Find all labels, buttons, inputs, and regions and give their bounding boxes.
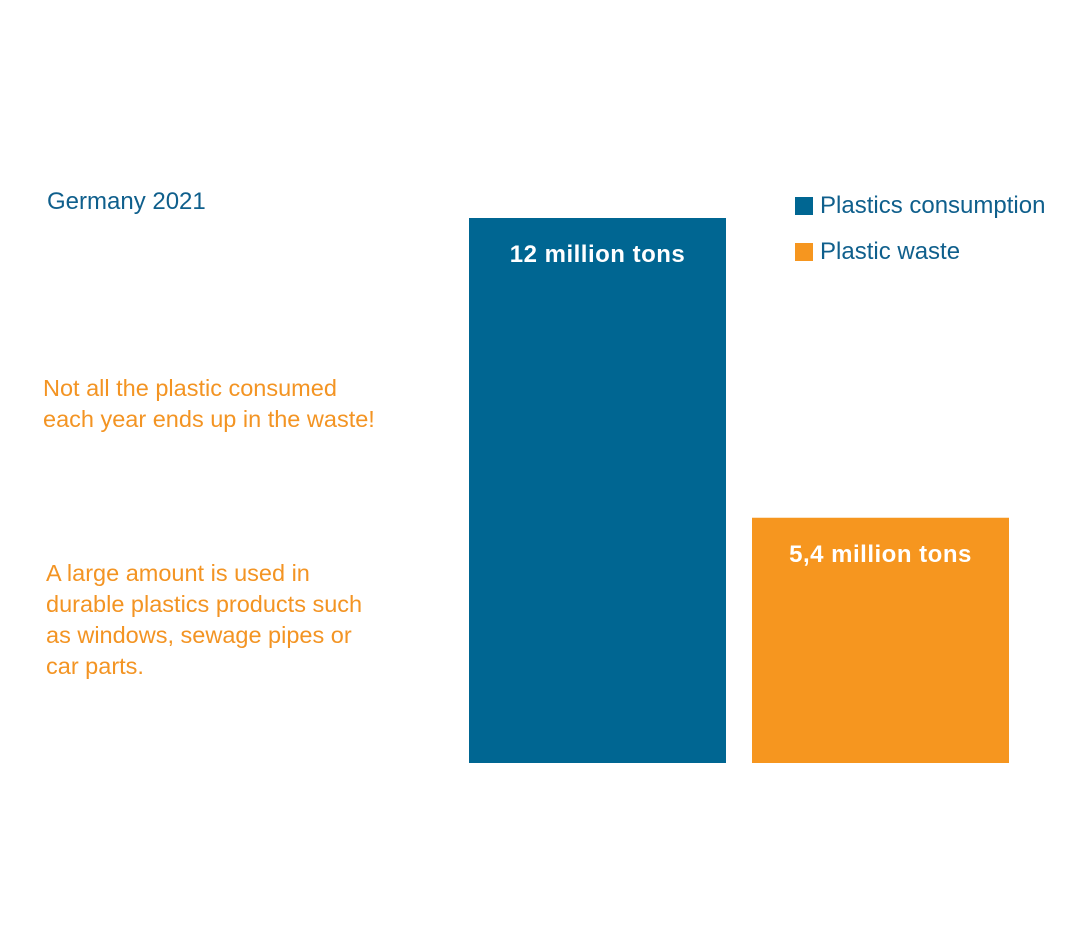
note-line: durable plastics products such <box>46 591 363 617</box>
note-line: Not all the plastic consumed <box>43 375 337 401</box>
bar-data-label-consumption: 12 million tons <box>510 241 686 268</box>
legend-swatch-waste <box>795 243 813 261</box>
chart-subtitle: Germany 2021 <box>47 188 206 215</box>
note-durable-products: A large amount is used in durable plasti… <box>46 558 426 682</box>
note-line: each year ends up in the waste! <box>43 406 375 432</box>
note-not-all-plastic: Not all the plastic consumed each year e… <box>43 373 443 435</box>
legend-label-waste: Plastic waste <box>820 238 961 265</box>
bar-data-label-waste: 5,4 million tons <box>789 541 972 568</box>
bar-consumption <box>469 218 726 763</box>
note-line: car parts. <box>46 653 144 679</box>
legend-item-waste: Plastic waste <box>795 238 960 266</box>
legend-label-consumption: Plastics consumption <box>820 192 1046 219</box>
legend-swatch-consumption <box>795 197 813 215</box>
legend-item-consumption: Plastics consumption <box>795 192 1045 220</box>
bar-waste <box>752 517 1009 763</box>
note-line: as windows, sewage pipes or <box>46 622 352 648</box>
note-line: A large amount is used in <box>46 560 310 586</box>
